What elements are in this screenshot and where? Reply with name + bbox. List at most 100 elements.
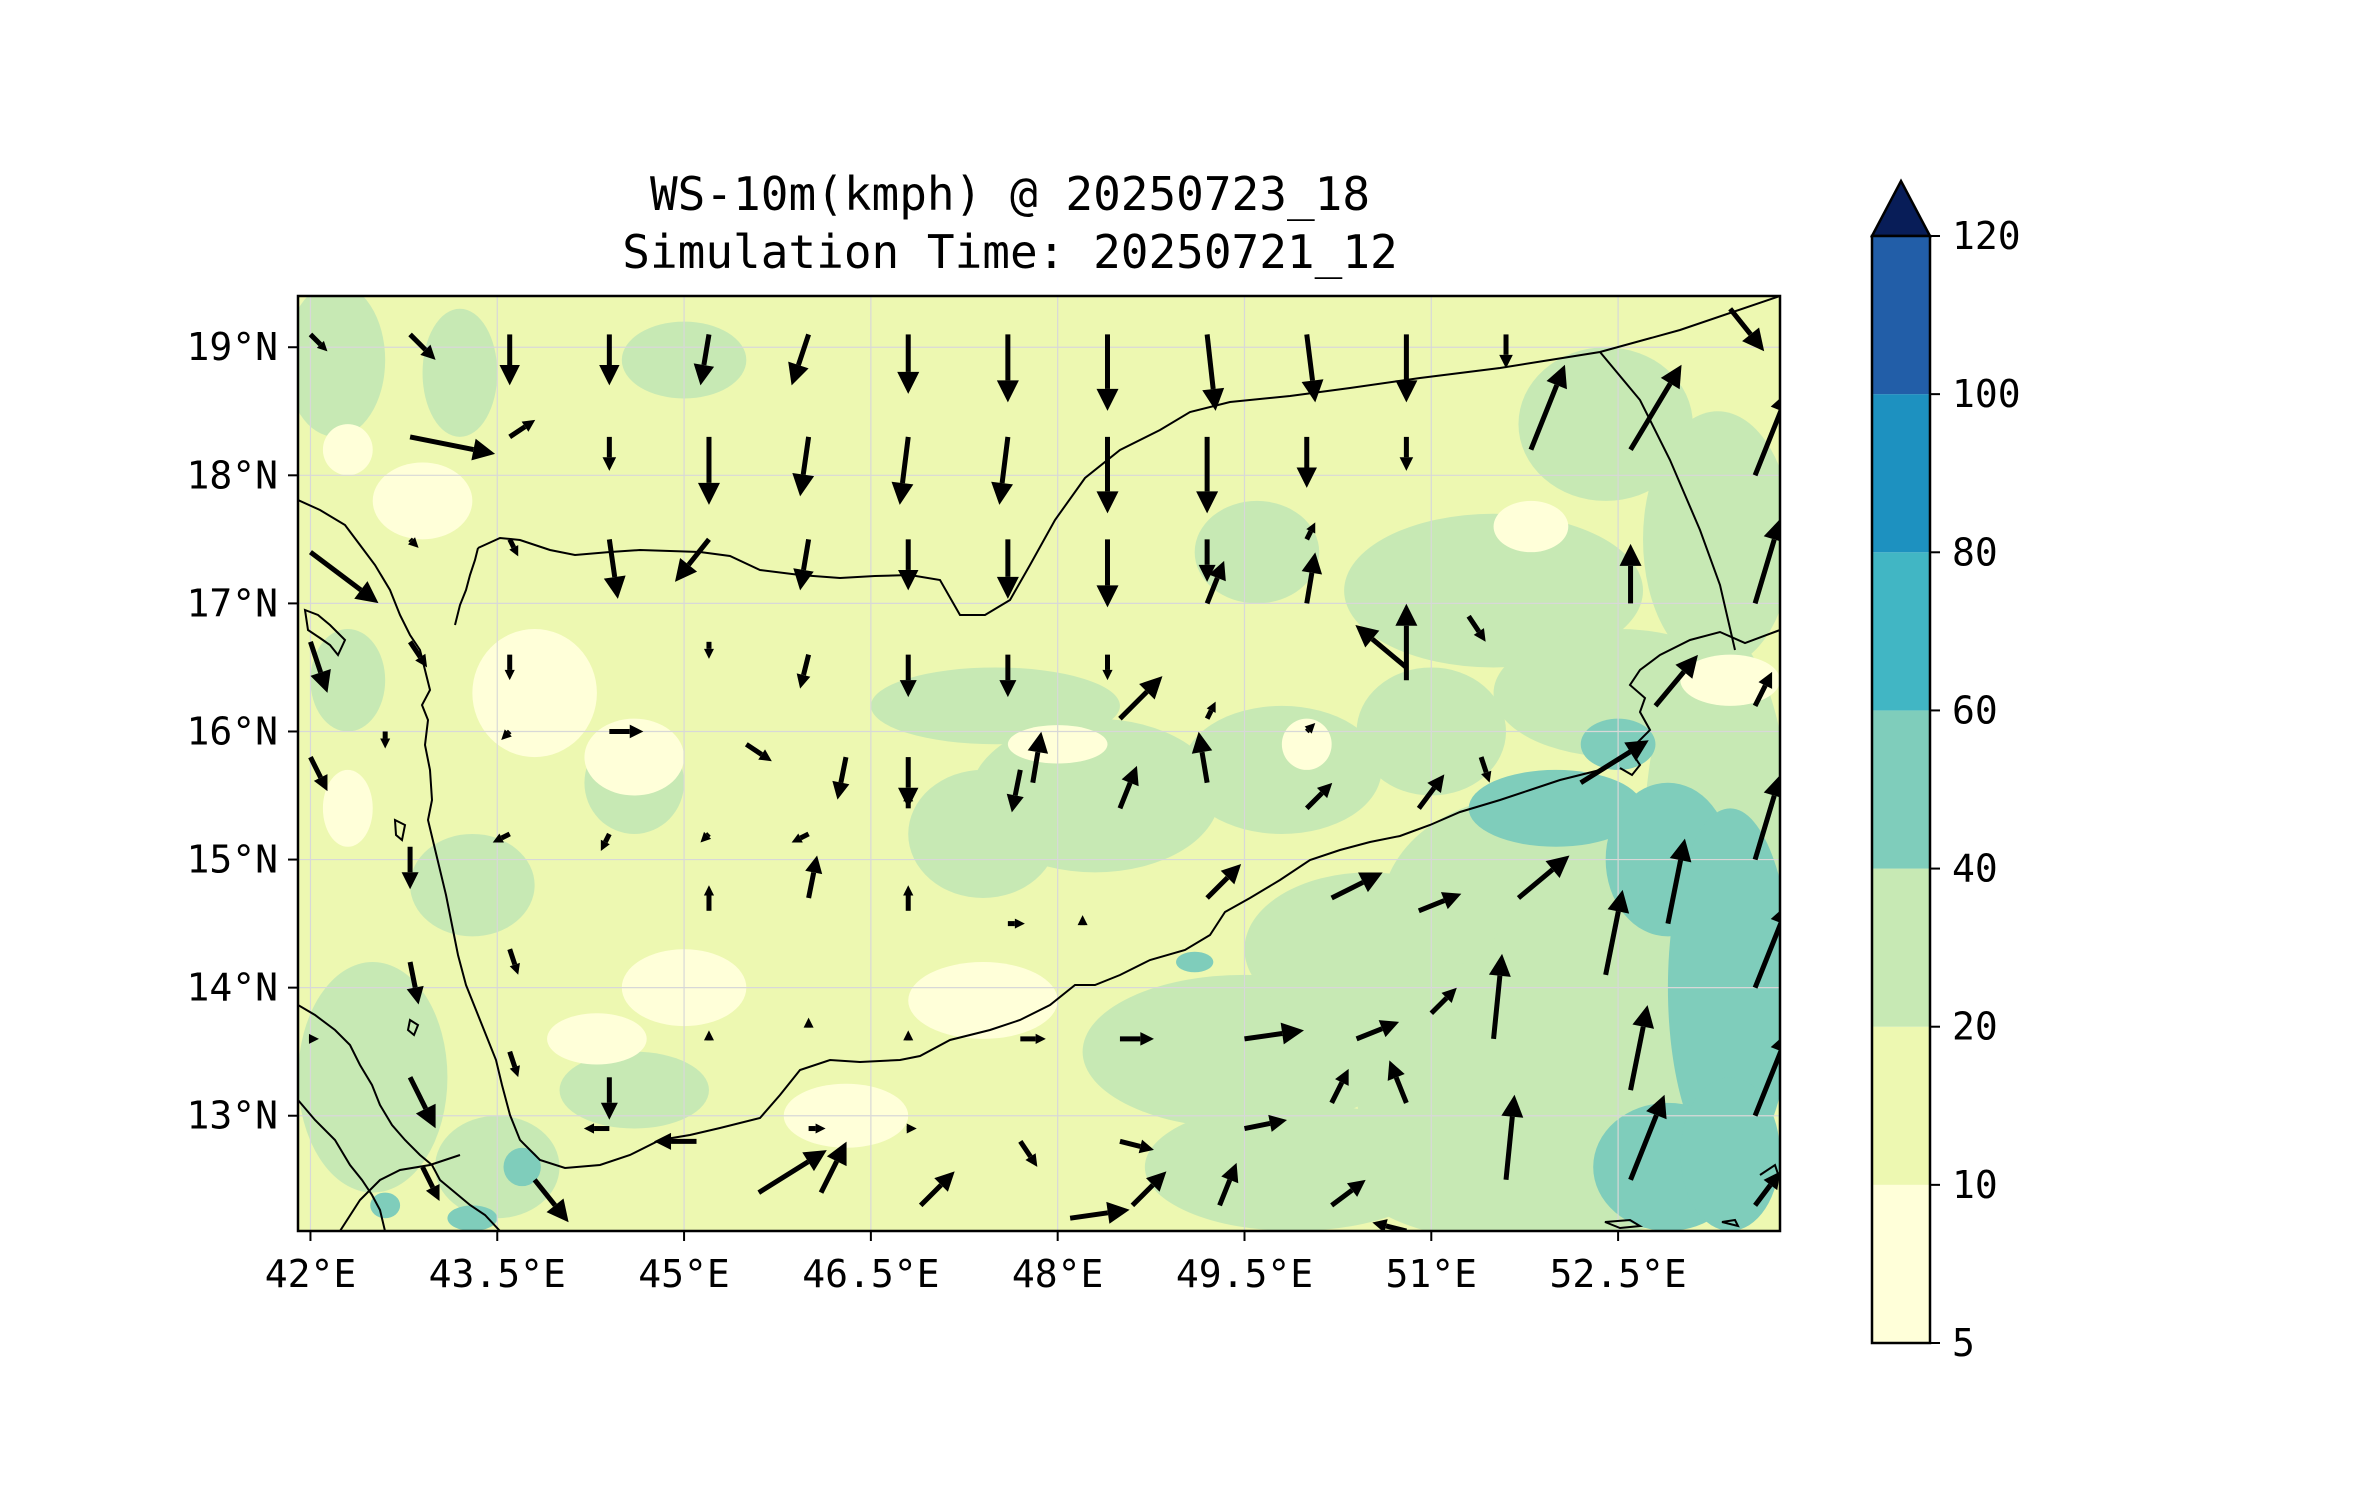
wind-vectors [308, 307, 1780, 1231]
wind-arrow-shaft-69 [1653, 670, 1686, 708]
wind-arrow-102 [903, 1030, 914, 1041]
wind-arrow-head-58 [758, 749, 772, 762]
wind-arrow-head-51 [1355, 624, 1380, 648]
figure-subtitle: Simulation Time: 20250721_12 [622, 225, 1397, 279]
wind-arrow-98 [507, 1050, 520, 1078]
wind-arrow-head-3 [599, 365, 620, 386]
wind-arrow-head-8 [1096, 388, 1119, 411]
wind-arrow-107 [1429, 987, 1457, 1016]
wind-arrow-shaft-68 [1579, 749, 1632, 785]
wind-arrow-shaft-15 [508, 424, 527, 439]
wind-arrow-head-27 [1770, 398, 1780, 411]
wind-arrow-shaft-45 [801, 654, 812, 676]
wind-arrow-shaft-109 [1628, 1026, 1646, 1091]
wind-arrow-head-30 [509, 545, 519, 557]
wind-arrow-head-112 [546, 1198, 569, 1223]
wind-arrow-109 [1628, 1005, 1655, 1091]
wind-arrow-shaft-28 [308, 550, 363, 592]
wind-arrow-head-24 [1399, 457, 1414, 471]
small-island-south [1604, 1218, 1644, 1230]
wind-arrow-shaft-86 [806, 871, 817, 899]
wind-arrow-head-15 [521, 419, 536, 432]
wind-arrow-shaft-90 [1205, 875, 1230, 900]
wind-arrow-22 [1196, 436, 1219, 514]
wind-arrow-head-88 [1014, 918, 1025, 929]
wind-arrow-90 [1205, 863, 1242, 900]
wind-arrow-head-35 [996, 576, 1019, 599]
wind-arrow-head-48 [1102, 669, 1113, 681]
wind-arrow-head-34 [898, 569, 919, 591]
wind-arrow-41 [308, 641, 331, 693]
wind-arrow-64 [1191, 731, 1213, 784]
wind-arrow-83 [507, 948, 520, 975]
wind-arrow-head-37 [1198, 564, 1216, 582]
wind-arrow-head-101 [803, 1017, 814, 1028]
wind-arrow-73 [600, 832, 612, 851]
wind-arrow-head-103 [1035, 1033, 1046, 1044]
wind-arrow-56 [501, 729, 512, 740]
wind-arrow-68 [1579, 740, 1649, 785]
wind-arrow-head-61 [1006, 793, 1024, 813]
wind-arrow-66 [1304, 722, 1316, 734]
wind-arrow-shaft-10 [1304, 334, 1316, 381]
wind-arrow-91 [1330, 872, 1383, 901]
wind-arrow-head-111 [425, 1183, 440, 1201]
small-island-east [1721, 1218, 1740, 1228]
wind-arrow-shaft-83 [507, 948, 518, 966]
wind-arrow-78 [1304, 782, 1333, 811]
wind-arrow-head-85 [703, 885, 715, 896]
wind-arrow-shaft-125 [1069, 1210, 1109, 1221]
wind-arrow-shaft-61 [1012, 769, 1023, 796]
wind-arrow-108 [1488, 953, 1511, 1040]
wind-arrow-head-70 [1758, 671, 1773, 689]
colorbar-band-3 [1872, 710, 1930, 869]
contour-blob-0 [298, 296, 386, 437]
wind-arrow-shaft-108 [1491, 975, 1503, 1040]
wind-arrow-head-72 [492, 833, 504, 843]
wind-arrow-shaft-27 [1752, 409, 1780, 477]
x-tick-label-3: 46.5°E [802, 1252, 939, 1296]
wind-arrow-head-113 [583, 1123, 595, 1134]
wind-arrow-82 [406, 961, 424, 1005]
wind-arrow-shaft-51 [1370, 637, 1408, 670]
wind-arrow-65 [1204, 701, 1216, 720]
wind-arrow-shaft-131 [1628, 1114, 1659, 1181]
wind-arrow-87 [903, 885, 914, 911]
y-tick-label-3: 16°N [186, 709, 278, 753]
wind-arrow-head-116 [906, 1123, 917, 1134]
wind-arrow-104 [1119, 1032, 1154, 1046]
wind-arrow-122 [757, 1150, 827, 1195]
wind-arrow-63 [1118, 676, 1163, 721]
colorbar-band-5 [1872, 394, 1930, 553]
wind-arrow-8 [1096, 334, 1119, 411]
wind-arrow-shaft-80 [1665, 859, 1684, 925]
wind-arrow-20 [991, 436, 1014, 505]
wind-arrow-shaft-54 [308, 755, 323, 779]
wind-arrow-shaft-62 [1030, 751, 1041, 784]
wind-arrow-shaft-67 [1478, 756, 1489, 774]
colorbar-label-2: 20 [1952, 1005, 1998, 1049]
wind-arrow-head-114 [654, 1132, 672, 1150]
wind-arrow-head-31 [603, 575, 626, 599]
figure-title: WS-10m(kmph) @ 20250723_18 [650, 167, 1370, 221]
wind-arrow-3 [599, 334, 620, 386]
wind-arrow-shaft-122 [757, 1159, 810, 1195]
wind-arrow-shaft-91 [1330, 880, 1365, 901]
wind-arrow-38 [1304, 522, 1316, 541]
wind-arrow-head-64 [1191, 731, 1213, 754]
wind-arrow-127 [1217, 1162, 1239, 1207]
wind-arrow-shaft-74 [705, 832, 711, 838]
wind-arrow-34 [898, 539, 919, 591]
y-axis-ticks: 13°N 14°N 15°N 16°N 17°N 18°N 19°N [186, 325, 298, 1138]
wind-arrow-head-108 [1488, 953, 1511, 977]
wind-arrow-head-36 [1096, 585, 1119, 608]
wind-arrow-shaft-19 [899, 436, 911, 484]
wind-arrow-shaft-94 [1603, 910, 1621, 976]
wind-arrow-head-82 [406, 985, 424, 1005]
african-coast-south [298, 1099, 386, 1231]
wind-arrow-74 [700, 831, 712, 843]
low-speed-blob-12 [322, 424, 373, 476]
wind-arrow-61 [1006, 769, 1024, 813]
wind-arrow-shaft-132 [1753, 1183, 1773, 1207]
